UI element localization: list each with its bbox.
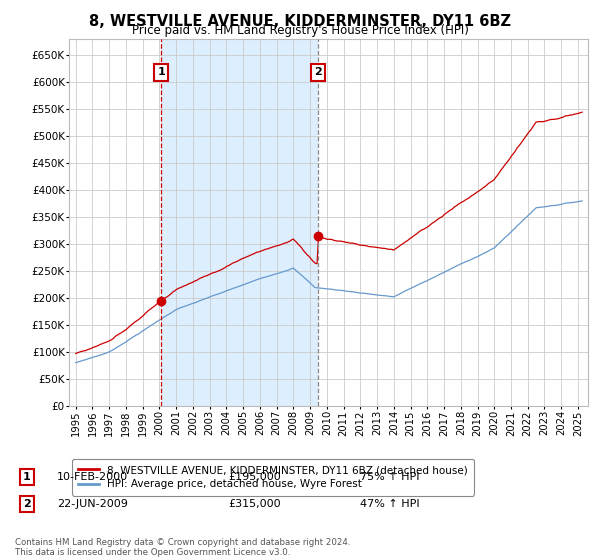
Text: £195,000: £195,000: [228, 472, 281, 482]
Text: 8, WESTVILLE AVENUE, KIDDERMINSTER, DY11 6BZ: 8, WESTVILLE AVENUE, KIDDERMINSTER, DY11…: [89, 14, 511, 29]
Legend: 8, WESTVILLE AVENUE, KIDDERMINSTER, DY11 6BZ (detached house), HPI: Average pric: 8, WESTVILLE AVENUE, KIDDERMINSTER, DY11…: [71, 459, 474, 496]
Bar: [161, 39, 318, 406]
Text: 10-FEB-2000: 10-FEB-2000: [57, 472, 128, 482]
Text: Contains HM Land Registry data © Crown copyright and database right 2024.
This d: Contains HM Land Registry data © Crown c…: [15, 538, 350, 557]
Text: 22-JUN-2009: 22-JUN-2009: [57, 499, 128, 509]
Text: 1: 1: [23, 472, 31, 482]
Text: 2: 2: [23, 499, 31, 509]
Text: 47% ↑ HPI: 47% ↑ HPI: [360, 499, 419, 509]
Text: 75% ↑ HPI: 75% ↑ HPI: [360, 472, 419, 482]
Text: Price paid vs. HM Land Registry's House Price Index (HPI): Price paid vs. HM Land Registry's House …: [131, 24, 469, 37]
Text: 1: 1: [157, 67, 165, 77]
Text: £315,000: £315,000: [228, 499, 281, 509]
Text: 2: 2: [314, 67, 322, 77]
